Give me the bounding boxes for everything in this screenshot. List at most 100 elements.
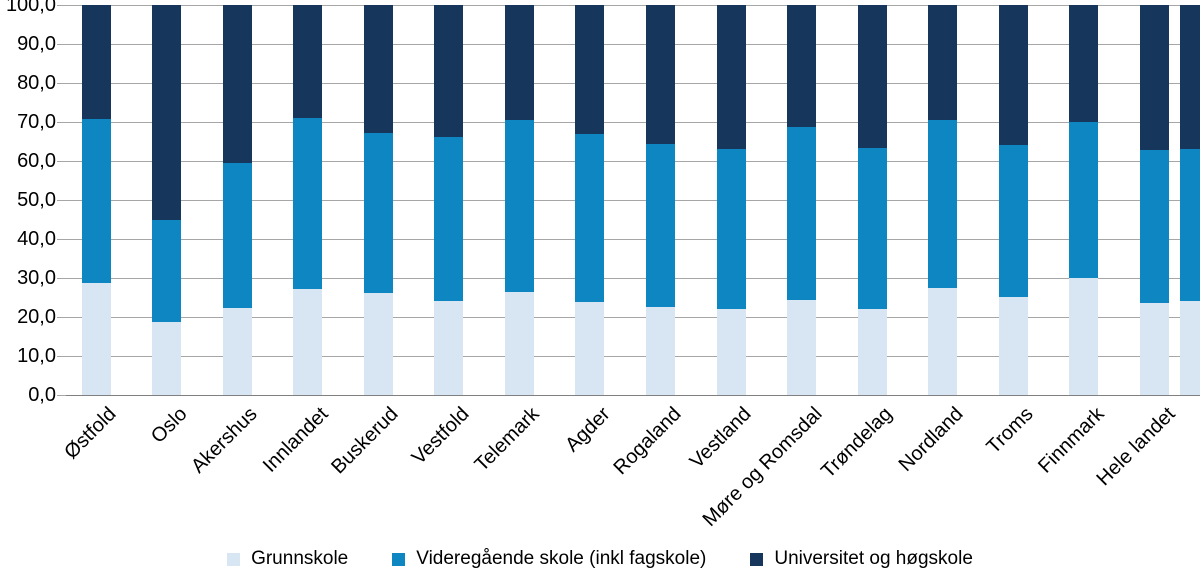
bar-segment-series-2 [152, 5, 182, 220]
legend-label: Videregående skole (inkl fagskole) [416, 548, 707, 569]
bar-segment-series-2 [1140, 5, 1170, 151]
legend-label: Universitet og høgskole [774, 548, 973, 569]
y-axis-tick-label: 20,0 [17, 306, 56, 328]
y-axis-tick [57, 5, 66, 6]
y-axis-tick-label: 90,0 [17, 33, 56, 55]
bar-segment-series-2 [1180, 5, 1200, 150]
bar-segment-series-1 [222, 162, 252, 309]
bar-stack-innlandet [293, 5, 323, 395]
bar-segment-series-0 [1069, 278, 1099, 395]
bar-stack-akershus [222, 5, 252, 395]
bar-stack-telemark [504, 5, 534, 395]
bar-segment-series-1 [1140, 150, 1170, 304]
bar-segment-series-1 [787, 127, 817, 301]
bar-segment-series-2 [504, 5, 534, 121]
bar-segment-series-0 [81, 283, 111, 395]
y-axis-tick [57, 278, 66, 279]
y-axis-tick-label: 40,0 [17, 228, 56, 250]
bar-stack-hele-landet [1140, 5, 1170, 395]
x-axis-label-rogaland: Rogaland [609, 403, 686, 480]
x-axis-label-oslo: Oslo [146, 403, 192, 448]
y-axis-tick [57, 317, 66, 318]
bar-segment-series-2 [787, 5, 817, 128]
y-axis-tick [57, 395, 66, 396]
bar-segment-series-1 [928, 120, 958, 289]
bar-stack-troms [998, 5, 1028, 395]
legend: Grunnskole Videregående skole (inkl fags… [0, 548, 1200, 570]
bar-segment-series-0 [787, 300, 817, 395]
bar-segment-series-0 [1140, 303, 1170, 395]
bar-segment-series-0 [222, 308, 252, 395]
legend-label: Grunnskole [251, 548, 349, 569]
bar-segment-series-2 [646, 5, 676, 145]
y-axis-tick-label: 100,0 [5, 0, 56, 16]
bar-segment-series-2 [363, 5, 393, 133]
x-axis-label-troms: Troms [982, 403, 1038, 459]
bar-stack-rogaland [646, 5, 676, 395]
bar-segment-series-1 [646, 144, 676, 308]
bar-segment-series-0 [363, 292, 393, 395]
y-axis-tick-label: 70,0 [17, 111, 56, 133]
x-axis-label--stfold: Østfold [60, 403, 121, 464]
bar-segment-series-0 [434, 301, 464, 395]
y-axis-tick [57, 200, 66, 201]
bar-segment-series-0 [575, 302, 605, 395]
bar-segment-series-2 [1069, 5, 1099, 122]
bar-segment-series-0 [646, 307, 676, 395]
y-axis-tick-label: 60,0 [17, 150, 56, 172]
bar-segment-series-0 [716, 308, 746, 395]
x-axis-label-akershus: Akershus [187, 403, 262, 478]
gridline [66, 278, 1200, 279]
x-axis-label-finnmark: Finnmark [1034, 403, 1109, 478]
x-axis-line [66, 395, 1200, 396]
x-axis-label-vestland: Vestland [685, 403, 756, 473]
x-axis-label-innlandet: Innlandet [258, 403, 333, 477]
bar-segment-series-1 [152, 219, 182, 323]
legend-swatch-videregaende [392, 552, 406, 566]
x-axis-label-m-re-og-romsdal: Møre og Romsdal [698, 403, 827, 531]
gridline [66, 317, 1200, 318]
y-axis-tick [57, 44, 66, 45]
gridline [66, 356, 1200, 357]
y-axis-tick [57, 356, 66, 357]
bar-stack-finnmark [1069, 5, 1099, 395]
y-axis-tick [57, 239, 66, 240]
gridline [66, 122, 1200, 123]
bar-segment-series-1 [998, 145, 1028, 298]
x-axis-label-telemark: Telemark [471, 403, 544, 476]
y-axis-tick [57, 83, 66, 84]
bar-stack-oslo [152, 5, 182, 395]
x-axis-label-agder: Agder [561, 403, 615, 457]
bar-stack-m-re-og-romsdal [787, 5, 817, 395]
legend-swatch-grunnskole [227, 552, 241, 566]
gridline [66, 83, 1200, 84]
x-axis-label-vestfold: Vestfold [407, 403, 474, 469]
bar-stack-vestfold [434, 5, 464, 395]
gridline [66, 200, 1200, 201]
bar-segment-series-0 [152, 322, 182, 395]
bar-stack-tr-ndelag [857, 5, 887, 395]
y-axis-tick-label: 30,0 [17, 267, 56, 289]
bar-segment-series-2 [81, 5, 111, 119]
bar-stack-agder [575, 5, 605, 395]
bar-segment-series-1 [1180, 149, 1200, 302]
bar-segment-series-1 [716, 148, 746, 309]
bar-segment-series-2 [998, 5, 1028, 146]
bar-segment-series-2 [434, 5, 464, 138]
bar-segment-series-2 [222, 5, 252, 163]
bar-segment-series-1 [504, 120, 534, 293]
bar-segment-series-1 [363, 132, 393, 293]
y-axis-tick [57, 161, 66, 162]
legend-swatch-universitet [750, 552, 764, 566]
bar-segment-series-0 [857, 308, 887, 395]
bar-segment-series-1 [81, 118, 111, 284]
gridline [66, 44, 1200, 45]
bar-segment-series-2 [575, 5, 605, 135]
gridline [66, 239, 1200, 240]
bar-segment-series-0 [504, 292, 534, 395]
bar-segment-series-2 [716, 5, 746, 149]
y-axis-tick-label: 0,0 [28, 384, 56, 406]
bar-segment-series-1 [857, 147, 887, 309]
bar-segment-series-1 [1069, 122, 1099, 278]
